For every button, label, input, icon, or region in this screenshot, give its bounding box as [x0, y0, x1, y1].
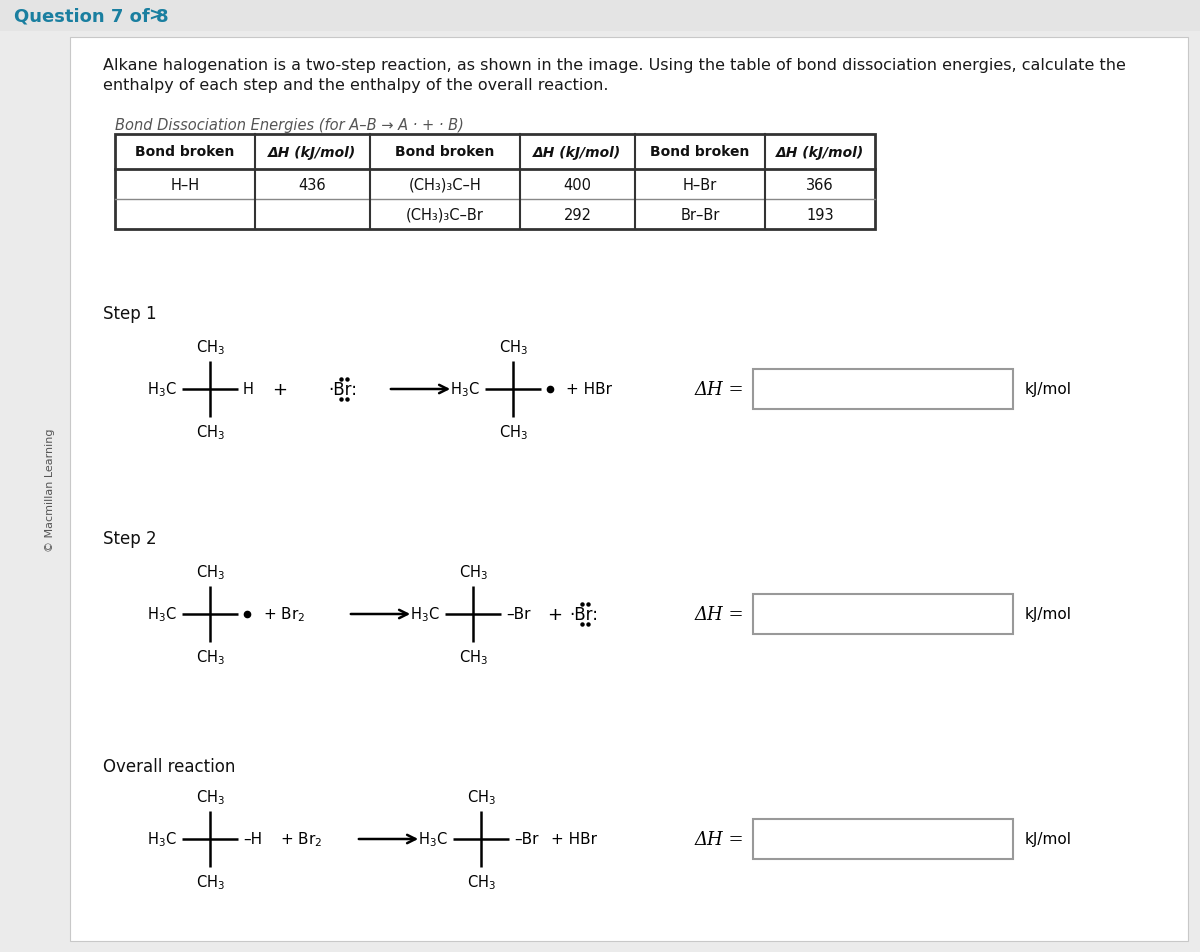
Text: H: H — [242, 382, 254, 397]
Text: Bond broken: Bond broken — [650, 146, 750, 159]
Text: CH$_3$: CH$_3$ — [196, 787, 224, 806]
Text: ΔH (kJ/mol): ΔH (kJ/mol) — [776, 146, 864, 159]
Text: CH$_3$: CH$_3$ — [196, 872, 224, 891]
Text: H$_3$C: H$_3$C — [148, 605, 178, 624]
Text: –Br: –Br — [506, 606, 530, 622]
Bar — [754, 594, 1013, 634]
Text: ·Br:: ·Br: — [328, 381, 358, 399]
Text: H$_3$C: H$_3$C — [419, 830, 448, 848]
Text: 193: 193 — [806, 208, 834, 222]
Text: Step 1: Step 1 — [103, 305, 157, 323]
Bar — [115, 135, 875, 229]
Text: kJ/mol: kJ/mol — [1025, 606, 1072, 622]
Bar — [0, 0, 1200, 32]
Text: CH$_3$: CH$_3$ — [458, 563, 487, 582]
Text: ΔH =: ΔH = — [695, 381, 745, 399]
Text: Overall reaction: Overall reaction — [103, 757, 235, 775]
Bar — [754, 369, 1013, 409]
Text: Bond Dissociation Energies (for A–B → A · + · B): Bond Dissociation Energies (for A–B → A … — [115, 118, 464, 133]
Text: CH$_3$: CH$_3$ — [498, 338, 528, 357]
Text: CH$_3$: CH$_3$ — [196, 563, 224, 582]
Text: >: > — [148, 7, 163, 25]
Text: Bond broken: Bond broken — [136, 146, 235, 159]
Text: Question 7 of 8: Question 7 of 8 — [14, 7, 169, 25]
Text: –Br: –Br — [514, 832, 539, 846]
Text: Step 2: Step 2 — [103, 529, 157, 547]
Text: CH$_3$: CH$_3$ — [498, 423, 528, 441]
Text: + HBr: + HBr — [566, 382, 612, 397]
Text: –H: –H — [242, 832, 262, 846]
Text: enthalpy of each step and the enthalpy of the overall reaction.: enthalpy of each step and the enthalpy o… — [103, 78, 608, 93]
Text: + Br$_2$: + Br$_2$ — [280, 830, 322, 848]
Text: + HBr: + HBr — [551, 832, 598, 846]
Text: CH$_3$: CH$_3$ — [467, 872, 496, 891]
Text: ΔH =: ΔH = — [695, 605, 745, 624]
Text: 436: 436 — [299, 177, 326, 192]
Text: 400: 400 — [564, 177, 592, 192]
Text: Alkane halogenation is a two-step reaction, as shown in the image. Using the tab: Alkane halogenation is a two-step reacti… — [103, 58, 1126, 73]
Text: 366: 366 — [806, 177, 834, 192]
Text: +: + — [547, 605, 562, 624]
Text: CH$_3$: CH$_3$ — [458, 647, 487, 666]
Text: (CH₃)₃C–H: (CH₃)₃C–H — [409, 177, 481, 192]
Text: © Macmillan Learning: © Macmillan Learning — [46, 427, 55, 551]
Text: H$_3$C: H$_3$C — [148, 830, 178, 848]
Text: H$_3$C: H$_3$C — [410, 605, 440, 624]
Bar — [754, 819, 1013, 859]
Text: ·Br:: ·Br: — [569, 605, 598, 624]
Text: + Br$_2$: + Br$_2$ — [263, 605, 305, 624]
Text: ΔH =: ΔH = — [695, 830, 745, 848]
Text: H–H: H–H — [170, 177, 199, 192]
Text: Bond broken: Bond broken — [395, 146, 494, 159]
Text: H$_3$C: H$_3$C — [148, 380, 178, 399]
Text: CH$_3$: CH$_3$ — [196, 647, 224, 666]
Text: ΔH (kJ/mol): ΔH (kJ/mol) — [533, 146, 622, 159]
Text: H$_3$C: H$_3$C — [450, 380, 480, 399]
Text: (CH₃)₃C–Br: (CH₃)₃C–Br — [406, 208, 484, 222]
Text: ΔH (kJ/mol): ΔH (kJ/mol) — [269, 146, 356, 159]
Text: +: + — [272, 381, 288, 399]
Text: kJ/mol: kJ/mol — [1025, 382, 1072, 397]
Text: CH$_3$: CH$_3$ — [467, 787, 496, 806]
Text: kJ/mol: kJ/mol — [1025, 832, 1072, 846]
Text: CH$_3$: CH$_3$ — [196, 338, 224, 357]
Text: H–Br: H–Br — [683, 177, 718, 192]
Text: CH$_3$: CH$_3$ — [196, 423, 224, 441]
Text: 292: 292 — [564, 208, 592, 222]
Text: Br–Br: Br–Br — [680, 208, 720, 222]
